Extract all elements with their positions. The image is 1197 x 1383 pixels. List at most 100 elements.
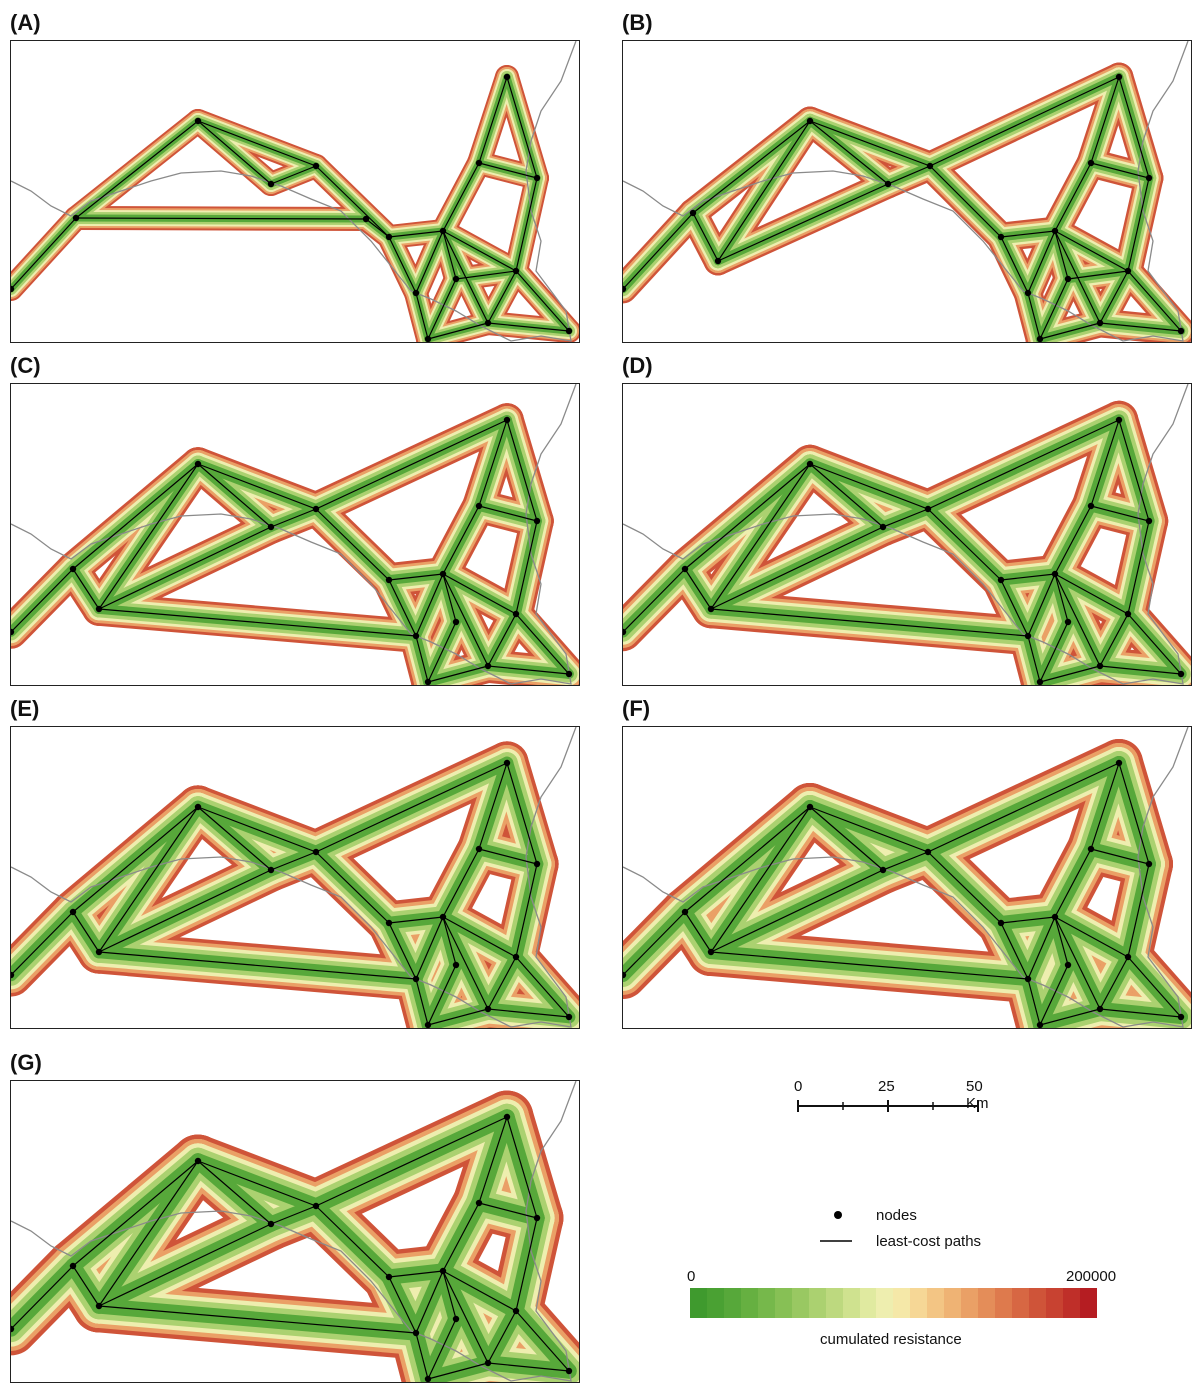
least-cost-path	[809, 463, 929, 510]
least-cost-path	[415, 1332, 429, 1380]
least-cost-path	[442, 573, 489, 667]
least-cost-path	[1027, 916, 1056, 980]
colorbar-step-3	[740, 1288, 758, 1318]
node	[924, 505, 932, 513]
least-cost-path	[927, 762, 1120, 853]
corridor-map	[11, 727, 579, 1028]
node	[623, 285, 627, 293]
least-cost-path	[75, 217, 367, 220]
least-cost-path	[197, 120, 272, 185]
colorbar-step-21	[1046, 1288, 1063, 1318]
least-cost-path	[809, 806, 929, 853]
node	[1051, 227, 1059, 235]
node	[194, 1157, 202, 1165]
node	[362, 215, 370, 223]
least-cost-path	[809, 806, 884, 871]
least-cost-path	[442, 505, 480, 575]
node	[997, 919, 1005, 927]
node	[1096, 319, 1104, 327]
colorbar-step-20	[1029, 1288, 1047, 1318]
least-cost-path	[72, 1265, 100, 1307]
node	[424, 678, 432, 685]
least-cost-path	[1127, 270, 1182, 332]
least-cost-path	[684, 568, 712, 610]
least-cost-path	[11, 568, 74, 633]
node	[512, 1307, 520, 1315]
panel-label-c: (C)	[10, 353, 41, 378]
node	[503, 1113, 511, 1121]
least-cost-path	[1118, 762, 1150, 865]
colorbar-step-5	[774, 1288, 792, 1318]
least-cost-path	[442, 162, 480, 232]
least-cost-path	[72, 806, 199, 913]
node	[1024, 289, 1032, 297]
least-cost-path	[623, 911, 686, 976]
node	[1051, 913, 1059, 921]
node	[424, 1375, 432, 1382]
least-cost-path	[487, 1008, 570, 1018]
node	[689, 209, 697, 217]
node	[11, 628, 15, 636]
least-cost-path	[478, 76, 508, 164]
least-cost-path	[1000, 916, 1056, 924]
node	[95, 948, 103, 956]
colorbar	[690, 1288, 1097, 1318]
least-cost-path	[11, 217, 77, 290]
least-cost-path	[1000, 922, 1029, 980]
least-cost-path	[388, 230, 444, 238]
least-cost-path	[1054, 505, 1092, 575]
least-cost-path	[98, 1223, 272, 1307]
colorbar-step-13	[910, 1288, 928, 1318]
least-cost-path	[442, 230, 517, 272]
node	[484, 662, 492, 670]
least-cost-path	[478, 162, 538, 179]
least-cost-path	[442, 916, 457, 966]
least-cost-path	[1054, 573, 1129, 615]
least-cost-path	[442, 1270, 457, 1320]
node	[1064, 961, 1072, 969]
node	[1087, 159, 1095, 167]
node	[484, 319, 492, 327]
least-cost-path	[270, 851, 317, 871]
least-cost-path	[1000, 230, 1056, 238]
panel-label-g: (G)	[10, 1050, 42, 1075]
least-cost-path	[455, 270, 517, 280]
least-cost-path	[442, 916, 489, 1010]
least-cost-path	[710, 526, 884, 610]
least-cost-path	[710, 951, 1029, 980]
map-panel-d	[622, 383, 1192, 686]
node	[194, 460, 202, 468]
least-cost-path	[684, 463, 811, 570]
colorbar-step-8	[825, 1288, 843, 1318]
least-cost-path	[1127, 863, 1150, 958]
least-cost-path	[315, 165, 390, 238]
node	[267, 523, 275, 531]
node	[1036, 1021, 1044, 1028]
node	[95, 1302, 103, 1310]
node	[565, 327, 573, 335]
least-cost-path	[197, 120, 317, 167]
least-cost-path	[72, 568, 100, 610]
panel-label-b: (B)	[622, 10, 653, 35]
least-cost-path	[927, 508, 1002, 581]
least-cost-path	[692, 212, 719, 262]
least-cost-path	[1099, 1008, 1182, 1018]
least-cost-path	[1099, 956, 1129, 1010]
node	[385, 576, 393, 584]
least-cost-path	[487, 322, 570, 332]
colorbar-step-14	[927, 1288, 945, 1318]
least-cost-path	[315, 1116, 508, 1207]
least-cost-path	[315, 508, 390, 581]
least-cost-path	[442, 916, 517, 958]
least-cost-path	[442, 573, 517, 615]
node	[69, 565, 77, 573]
least-cost-path	[515, 613, 570, 675]
least-cost-path	[1027, 292, 1041, 340]
least-cost-path	[1118, 419, 1150, 522]
node	[475, 1199, 483, 1207]
colorbar-step-12	[893, 1288, 911, 1318]
least-cost-path	[1039, 322, 1101, 340]
node	[806, 117, 814, 125]
node	[312, 162, 320, 170]
colorbar-step-6	[791, 1288, 809, 1318]
